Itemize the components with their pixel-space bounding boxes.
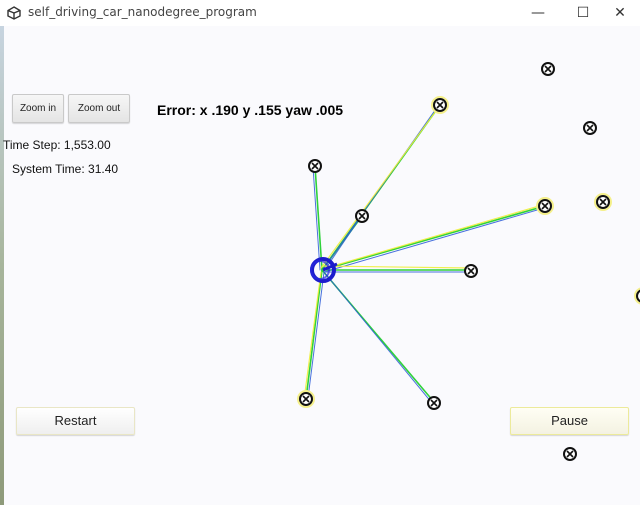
vehicle-marker (311, 259, 337, 281)
observation-ray (306, 270, 322, 399)
landmark-icon (432, 97, 448, 113)
landmark-icon (465, 265, 477, 277)
pause-button[interactable]: Pause (510, 407, 629, 435)
error-readout: Error: x .190 y .155 yaw .005 (157, 102, 343, 118)
landmark-icon (298, 391, 314, 407)
landmark-icon (635, 288, 640, 304)
landmark-icon (356, 210, 368, 222)
landmark-icon (537, 198, 553, 214)
zoom-out-button[interactable]: Zoom out (68, 94, 130, 123)
time-step-readout: Time Step: 1,553.00 (3, 138, 111, 152)
restart-button[interactable]: Restart (16, 407, 135, 435)
landmark-icon (428, 397, 440, 409)
landmark-icon (584, 122, 596, 134)
landmark-icon (595, 194, 611, 210)
landmark-icon (309, 160, 321, 172)
observation-rays (304, 104, 546, 403)
landmark-icon (564, 448, 576, 460)
zoom-in-button[interactable]: Zoom in (12, 94, 64, 123)
system-time-readout: System Time: 31.40 (12, 162, 118, 176)
landmark-icon (542, 63, 554, 75)
